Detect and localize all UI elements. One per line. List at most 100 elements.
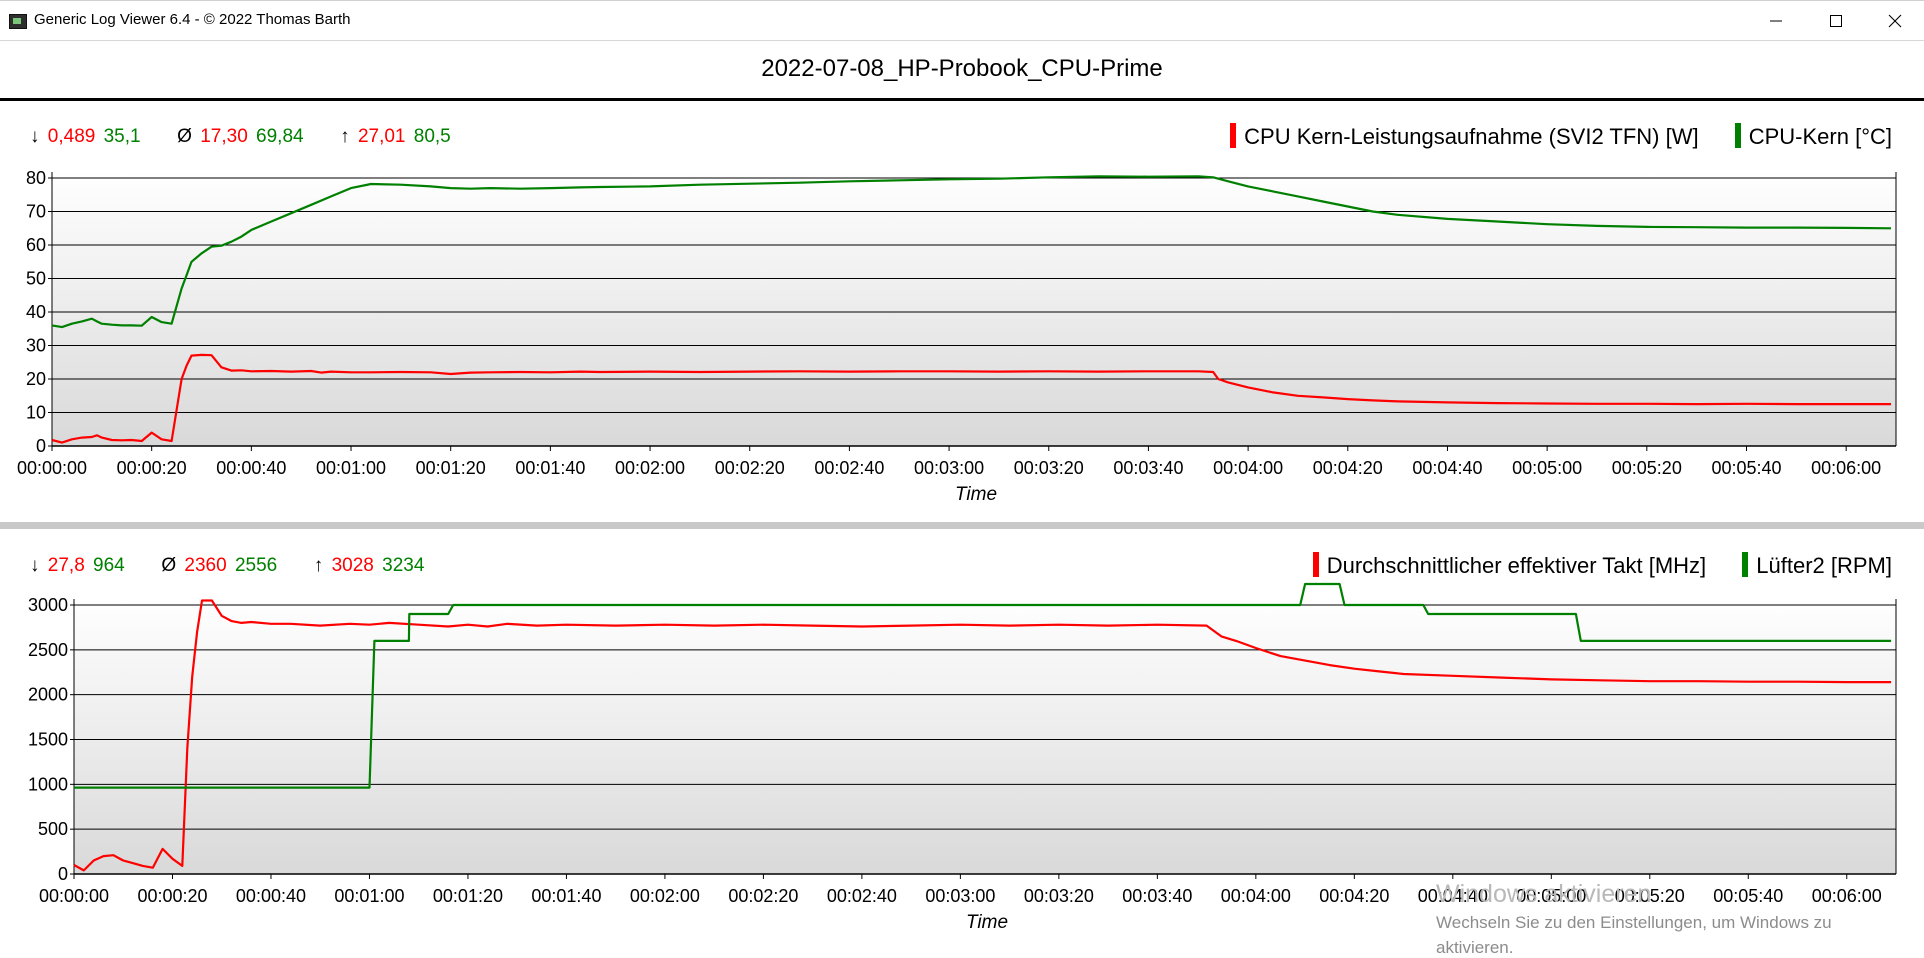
- x-tick-label: 00:00:20: [137, 886, 207, 906]
- x-tick-label: 00:04:20: [1319, 886, 1389, 906]
- series-line-green: [74, 582, 1892, 789]
- max-value-red: 3028: [331, 555, 374, 576]
- close-icon: [1888, 14, 1902, 28]
- x-tick-label: 00:03:40: [1113, 458, 1183, 478]
- min-value-red: 0,489: [47, 126, 96, 147]
- avg-value-red: 2360: [184, 555, 227, 576]
- x-tick-label: 00:00:00: [17, 458, 87, 478]
- y-tick-label: 0: [36, 436, 46, 456]
- x-tick-label: 00:02:00: [630, 886, 700, 906]
- x-tick-label: 00:02:00: [615, 458, 685, 478]
- max-value-green: 3234: [382, 555, 425, 576]
- stats-panel-1: ↓ 0,489 35,1 Ø 17,30 69,84 ↑ 27,01 80,5: [30, 126, 454, 148]
- x-tick-label: 00:04:40: [1418, 886, 1488, 906]
- x-tick-label: 00:06:00: [1811, 458, 1881, 478]
- legend-label: Durchschnittlicher effektiver Takt [MHz]: [1326, 553, 1707, 578]
- x-tick-label: 00:02:40: [827, 886, 897, 906]
- y-tick-label: 50: [26, 269, 46, 289]
- x-tick-label: 00:01:00: [334, 886, 404, 906]
- avg-symbol: Ø: [161, 555, 177, 576]
- x-tick-label: 00:00:00: [39, 886, 109, 906]
- x-tick-label: 00:03:20: [1014, 458, 1084, 478]
- max-symbol: ↑: [313, 555, 324, 576]
- header-divider: [0, 98, 1924, 101]
- minimize-icon: [1770, 20, 1782, 22]
- min-symbol: ↓: [30, 555, 40, 576]
- maximize-button[interactable]: [1807, 1, 1865, 41]
- x-tick-label: 00:01:40: [531, 886, 601, 906]
- chart-title: 2022-07-08_HP-Probook_CPU-Prime: [761, 55, 1163, 82]
- x-axis-title: Time: [955, 484, 997, 505]
- y-tick-label: 1000: [28, 774, 68, 794]
- y-tick-label: 10: [26, 403, 46, 423]
- legend-swatch: [1312, 552, 1319, 577]
- y-tick-label: 2500: [28, 640, 68, 660]
- x-tick-label: 00:04:00: [1213, 458, 1283, 478]
- legend-label: CPU-Kern [°C]: [1748, 124, 1892, 149]
- x-tick-label: 00:05:00: [1512, 458, 1582, 478]
- x-tick-label: 00:05:00: [1516, 886, 1586, 906]
- min-value-red: 27,8: [47, 555, 85, 576]
- x-tick-label: 00:05:40: [1713, 886, 1783, 906]
- minimize-button[interactable]: [1747, 1, 1805, 41]
- y-tick-label: 1500: [28, 730, 68, 750]
- avg-symbol: Ø: [177, 126, 192, 147]
- x-tick-label: 00:06:00: [1812, 886, 1882, 906]
- close-button[interactable]: [1866, 1, 1924, 41]
- maximize-icon: [1830, 15, 1842, 27]
- chart-power-temperature: 0 10 20 30 40 50 60 70 80 00:00:00 00:00:20 00:00:4…: [17, 168, 1897, 505]
- x-tick-label: 00:03:00: [914, 458, 984, 478]
- legend-swatch: [1742, 552, 1749, 577]
- y-tick-label: 20: [26, 369, 46, 389]
- x-tick-label: 00:05:40: [1711, 458, 1781, 478]
- y-tick-label: 40: [26, 302, 46, 322]
- legend-item: CPU-Kern [°C]: [1734, 123, 1892, 149]
- series-line-red: [51, 353, 1891, 444]
- legend-panel-2: Durchschnittlicher effektiver Takt [MHz]…: [1312, 552, 1892, 579]
- legend-label: Lüfter2 [RPM]: [1756, 553, 1892, 578]
- x-tick-label: 00:02:40: [814, 458, 884, 478]
- y-tick-label: 30: [26, 336, 46, 356]
- plot-background: [52, 172, 1896, 446]
- y-tick-label: 80: [26, 168, 46, 188]
- stats-panel-2: ↓ 27,8 964 Ø 2360 2556 ↑ 3028 3234: [30, 555, 427, 577]
- x-tick-label: 00:00:40: [236, 886, 306, 906]
- y-tick-label: 3000: [28, 595, 68, 615]
- legend-swatch: [1734, 123, 1741, 148]
- watermark-line-1: Wechseln Sie zu den Einstellungen, um Wi…: [1436, 913, 1832, 932]
- legend-item: CPU Kern-Leistungsaufnahme (SVI2 TFN) [W…: [1230, 123, 1699, 149]
- x-tick-label: 00:00:20: [117, 458, 187, 478]
- legend-label: CPU Kern-Leistungsaufnahme (SVI2 TFN) [W…: [1244, 124, 1699, 149]
- legend-panel-1: CPU Kern-Leistungsaufnahme (SVI2 TFN) [W…: [1230, 123, 1892, 150]
- legend-item: Durchschnittlicher effektiver Takt [MHz]: [1312, 552, 1707, 578]
- x-tick-label: 00:01:40: [515, 458, 585, 478]
- y-tick-label: 70: [26, 202, 46, 222]
- y-tick-label: 2000: [28, 685, 68, 705]
- x-tick-label: 00:03:20: [1024, 886, 1094, 906]
- min-value-green: 964: [93, 555, 125, 576]
- x-tick-label: 00:03:40: [1122, 886, 1192, 906]
- avg-value-green: 2556: [234, 555, 278, 576]
- max-value-green: 80,5: [413, 126, 451, 147]
- header-band: [0, 40, 1924, 100]
- panel-splitter[interactable]: [0, 522, 1924, 529]
- min-value-green: 35,1: [103, 126, 141, 147]
- app-icon: [9, 14, 27, 29]
- x-tick-label: 00:00:40: [216, 458, 286, 478]
- x-tick-label: 00:01:00: [316, 458, 386, 478]
- min-symbol: ↓: [30, 126, 40, 147]
- max-symbol: ↑: [340, 126, 350, 147]
- x-tick-label: 00:05:20: [1612, 458, 1682, 478]
- max-value-red: 27,01: [357, 126, 406, 147]
- series-line-red: [73, 599, 1892, 872]
- watermark-title: Windows aktivieren: [1436, 880, 1652, 908]
- avg-value-red: 17,30: [200, 126, 248, 147]
- x-tick-label: 00:04:00: [1221, 886, 1291, 906]
- avg-value-green: 69,84: [256, 126, 304, 147]
- x-tick-label: 00:03:00: [925, 886, 995, 906]
- legend-item: Lüfter2 [RPM]: [1742, 552, 1892, 578]
- series-line-green: [51, 175, 1892, 329]
- plot-background: [74, 599, 1896, 874]
- x-axis-title: Time: [966, 912, 1008, 933]
